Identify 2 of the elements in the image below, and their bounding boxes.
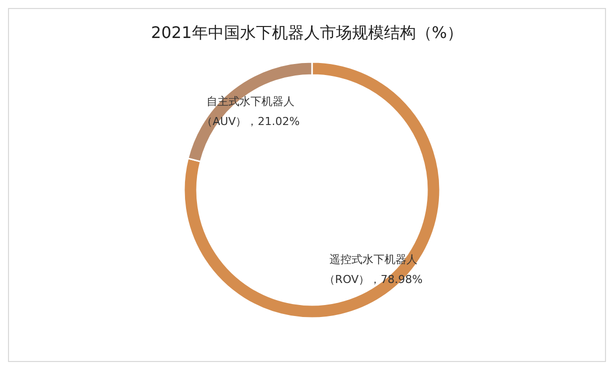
donut-slice (183, 61, 441, 319)
chart-title: 2021年中国水下机器人市场规模结构（%） (151, 23, 463, 42)
